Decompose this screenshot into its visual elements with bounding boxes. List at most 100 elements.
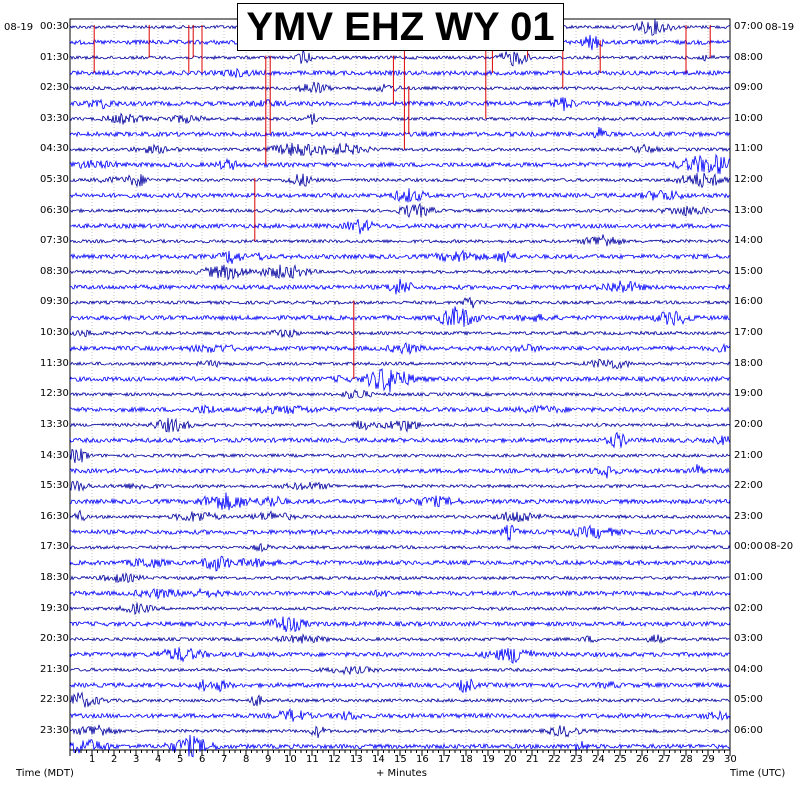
trace-line bbox=[69, 431, 731, 449]
right-time-label: 18:00 bbox=[734, 357, 763, 369]
right-time-label: 04:00 bbox=[734, 663, 763, 675]
x-tick-label: 14 bbox=[372, 754, 385, 765]
x-tick-label: 30 bbox=[724, 754, 737, 765]
trace-line bbox=[69, 342, 731, 356]
x-label-left: Time (MDT) bbox=[16, 768, 74, 779]
x-tick-label: 3 bbox=[133, 754, 140, 765]
left-time-label: 04:30 bbox=[40, 143, 69, 155]
title-box: YMV EHZ WY 01 bbox=[237, 3, 564, 51]
trace-line bbox=[69, 417, 731, 433]
chart-title: YMV EHZ WY 01 bbox=[246, 4, 555, 49]
trace-line bbox=[69, 67, 731, 78]
x-tick-label: 8 bbox=[243, 754, 250, 765]
trace-line bbox=[69, 509, 731, 523]
right-time-label: 13:00 bbox=[734, 204, 763, 216]
left-time-label: 11:30 bbox=[40, 357, 69, 369]
trace-line bbox=[69, 127, 731, 139]
x-tick-label: 23 bbox=[570, 754, 583, 765]
right-time-label: 14:00 bbox=[734, 235, 763, 247]
trace-line bbox=[69, 602, 731, 616]
right-time-label: 01:00 bbox=[734, 571, 763, 583]
right-time-label: 22:00 bbox=[734, 480, 763, 492]
trace-line bbox=[69, 555, 731, 572]
right-time-label: 11:00 bbox=[734, 143, 763, 155]
x-tick-label: 2 bbox=[111, 754, 118, 765]
trace-line bbox=[69, 48, 731, 67]
trace-line bbox=[69, 296, 731, 309]
trace-line bbox=[69, 367, 731, 393]
left-time-label: 08:30 bbox=[40, 265, 69, 277]
x-tick-label: 12 bbox=[328, 754, 341, 765]
trace-line bbox=[69, 142, 731, 157]
trace-line bbox=[70, 665, 731, 676]
x-tick-label: 16 bbox=[416, 754, 429, 765]
x-tick-label: 6 bbox=[199, 754, 206, 765]
trace-line bbox=[69, 616, 731, 633]
left-time-label: 01:30 bbox=[40, 51, 69, 63]
trace-line bbox=[69, 734, 731, 758]
trace-line bbox=[69, 707, 731, 722]
right-time-label: 06:00 bbox=[734, 725, 763, 737]
left-time-label: 12:30 bbox=[40, 388, 69, 400]
trace-line bbox=[69, 542, 731, 553]
left-time-label: 15:30 bbox=[40, 480, 69, 492]
trace-line bbox=[69, 724, 731, 738]
trace-line bbox=[69, 278, 731, 295]
trace-line bbox=[69, 571, 731, 584]
trace-line bbox=[69, 480, 731, 492]
x-tick-label: 26 bbox=[636, 754, 649, 765]
right-time-label: 09:00 bbox=[734, 82, 763, 94]
x-axis-ticks bbox=[69, 750, 731, 756]
right-time-label: 20:00 bbox=[734, 418, 763, 430]
left-time-label: 02:30 bbox=[40, 82, 69, 94]
right-time-label: 08:00 bbox=[734, 51, 763, 63]
trace-line bbox=[69, 188, 731, 203]
left-time-label: 20:30 bbox=[40, 633, 69, 645]
right-time-label: 10:00 bbox=[734, 112, 763, 124]
x-tick-label: 1 bbox=[89, 754, 96, 765]
trace-line bbox=[69, 306, 731, 327]
x-tick-label: 18 bbox=[460, 754, 473, 765]
left-time-label: 13:30 bbox=[40, 418, 69, 430]
trace-line bbox=[69, 448, 731, 464]
x-tick-label: 19 bbox=[482, 754, 495, 765]
x-tick-label: 10 bbox=[284, 754, 297, 765]
trace-line bbox=[69, 587, 731, 600]
trace-line bbox=[69, 81, 731, 94]
trace-line bbox=[69, 264, 731, 281]
left-time-label: 17:30 bbox=[40, 541, 69, 553]
right-time-label: 05:00 bbox=[734, 694, 763, 706]
trace-line bbox=[69, 219, 731, 235]
right-time-label: 03:00 bbox=[734, 633, 763, 645]
trace-line bbox=[69, 97, 731, 112]
x-tick-label: 13 bbox=[350, 754, 363, 765]
x-tick-label: 9 bbox=[265, 754, 272, 765]
trace-line bbox=[69, 172, 731, 189]
x-tick-label: 7 bbox=[221, 754, 228, 765]
x-label-right: Time (UTC) bbox=[730, 768, 786, 779]
x-tick-label: 5 bbox=[177, 754, 184, 765]
trace-line bbox=[69, 464, 730, 479]
left-time-label: 07:30 bbox=[40, 235, 69, 247]
x-tick-label: 28 bbox=[680, 754, 693, 765]
left-time-label: 16:30 bbox=[40, 510, 69, 522]
x-tick-label: 20 bbox=[504, 754, 517, 765]
trace-line bbox=[69, 234, 731, 247]
trace-line bbox=[69, 633, 731, 644]
trace-line bbox=[69, 691, 731, 708]
left-time-label: 22:30 bbox=[40, 694, 69, 706]
trace-line bbox=[69, 358, 731, 370]
left-time-label: 14:30 bbox=[40, 449, 69, 461]
x-tick-label: 17 bbox=[438, 754, 451, 765]
left-time-label: 10:30 bbox=[40, 327, 69, 339]
right-time-label: 00:00 bbox=[734, 541, 763, 553]
right-time-label: 21:00 bbox=[734, 449, 763, 461]
next-day-label: 08-20 bbox=[764, 541, 794, 553]
trace-line bbox=[69, 153, 731, 175]
left-time-label: 23:30 bbox=[40, 725, 69, 737]
x-axis-label: + Minutes bbox=[376, 768, 427, 779]
trace-line bbox=[69, 112, 731, 125]
trace-line bbox=[69, 678, 731, 693]
trace-line bbox=[69, 202, 731, 218]
